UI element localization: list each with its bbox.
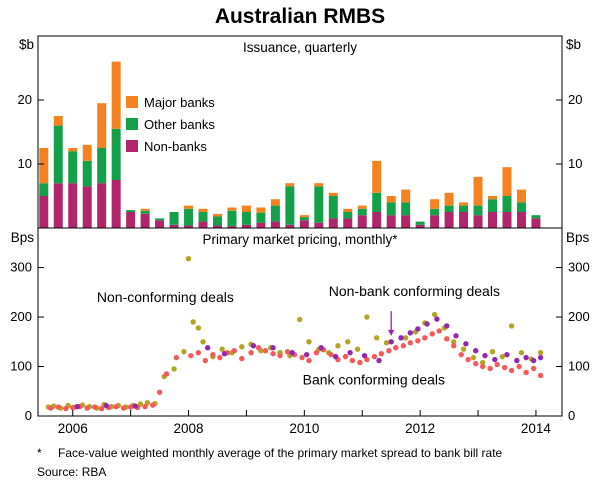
source-note: Source: RBA bbox=[37, 464, 107, 479]
legend-label: Non-banks bbox=[144, 139, 207, 154]
svg-text:$b: $b bbox=[566, 37, 581, 52]
legend-swatch bbox=[126, 96, 138, 108]
svg-text:Bps: Bps bbox=[11, 230, 35, 245]
svg-text:100: 100 bbox=[10, 359, 32, 374]
svg-text:0: 0 bbox=[568, 408, 575, 423]
legend-swatch bbox=[126, 118, 138, 130]
svg-text:$b: $b bbox=[19, 37, 34, 52]
svg-text:Bps: Bps bbox=[566, 230, 590, 245]
svg-text:20: 20 bbox=[568, 92, 582, 107]
chart-title: Australian RMBS bbox=[214, 5, 386, 28]
annotation-arrowhead bbox=[387, 329, 395, 336]
svg-text:300: 300 bbox=[10, 260, 32, 275]
footnote-text: Face-value weighted monthly average of t… bbox=[58, 446, 503, 460]
series-annotation: Non-bank conforming deals bbox=[329, 283, 500, 299]
top-panel-title: Issuance, quarterly bbox=[243, 40, 357, 55]
x-axis-label: 2014 bbox=[521, 421, 552, 436]
x-axis-label: 2006 bbox=[58, 421, 88, 436]
issuance-bars bbox=[39, 61, 541, 228]
footnote: * Face-value weighted monthly average of… bbox=[0, 446, 600, 462]
legend-label: Major banks bbox=[144, 95, 215, 110]
legend-swatch bbox=[126, 140, 138, 152]
svg-text:100: 100 bbox=[568, 359, 590, 374]
x-axis-label: 2012 bbox=[405, 421, 435, 436]
svg-text:200: 200 bbox=[10, 309, 32, 324]
bottom-panel-title: Primary market pricing, monthly* bbox=[202, 232, 398, 247]
x-axis-label: 2010 bbox=[289, 421, 319, 436]
svg-text:200: 200 bbox=[568, 309, 590, 324]
x-axis-label: 2008 bbox=[174, 421, 204, 436]
series-annotation: Bank conforming deals bbox=[303, 371, 445, 387]
legend-label: Other banks bbox=[144, 117, 215, 132]
footnote-marker: * bbox=[37, 446, 42, 460]
legend: Major banks Other banks Non-banks bbox=[126, 95, 215, 154]
svg-text:10: 10 bbox=[568, 156, 582, 171]
svg-text:0: 0 bbox=[25, 408, 32, 423]
svg-text:10: 10 bbox=[18, 156, 32, 171]
plot-frame bbox=[37, 35, 563, 417]
svg-text:20: 20 bbox=[18, 92, 32, 107]
svg-text:300: 300 bbox=[568, 260, 590, 275]
pricing-dots bbox=[45, 255, 544, 412]
series-annotation: Non-conforming deals bbox=[97, 289, 234, 305]
